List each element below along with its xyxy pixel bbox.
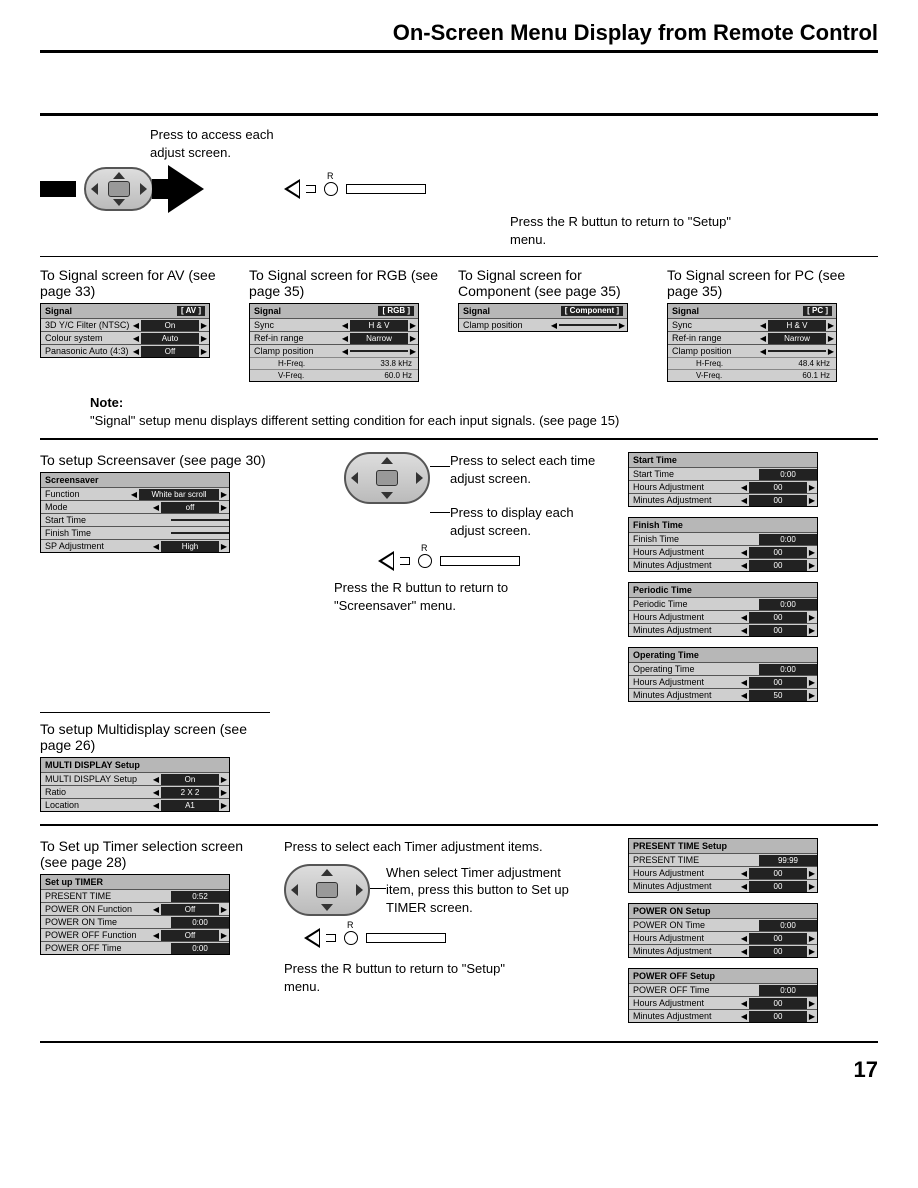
caption-r-return-screensaver: Press the R buttun to return to "Screens… (334, 579, 564, 614)
label-timer: To Set up Timer selection screen (see pa… (40, 838, 270, 870)
page-number: 17 (40, 1057, 878, 1083)
caption-press-select-timer: Press to select each Timer adjustment it… (284, 838, 614, 856)
arrow-left-icon (284, 179, 300, 199)
osd-setup-timer: Set up TIMER PRESENT TIME0:52 POWER ON F… (40, 874, 230, 955)
note-label: Note: (90, 395, 123, 410)
label-screensaver: To setup Screensaver (see page 30) (40, 452, 270, 468)
r-button-row (284, 179, 426, 199)
arrow-right-icon (168, 165, 204, 213)
osd-screensaver: Screensaver Function◀White bar scroll▶ M… (40, 472, 230, 553)
r-button-icon (324, 182, 338, 196)
label-signal-av: To Signal screen for AV (see page 33) (40, 267, 235, 299)
remote-pad-icon (84, 167, 154, 211)
osd-present-time-setup: PRESENT TIME Setup PRESENT TIME99:99 Hou… (628, 838, 818, 893)
r-button-row (304, 928, 614, 948)
r-button-icon (418, 554, 432, 568)
remote-pad-icon (284, 864, 370, 916)
osd-signal-pc: Signal[ PC ] Sync◀H & V▶ Ref-in range◀Na… (667, 303, 837, 382)
osd-periodic-time: Periodic Time Periodic Time0:00 Hours Ad… (628, 582, 818, 637)
label-signal-component: To Signal screen for Component (see page… (458, 267, 653, 299)
caption-press-display: Press to display each adjust screen. (450, 504, 610, 539)
osd-finish-time: Finish Time Finish Time0:00 Hours Adjust… (628, 517, 818, 572)
osd-signal-component: Signal[ Component ] Clamp position◀▶ (458, 303, 628, 332)
caption-press-select-time: Press to select each time adjust screen. (450, 452, 600, 487)
osd-multidisplay: MULTI DISPLAY Setup MULTI DISPLAY Setup◀… (40, 757, 230, 812)
r-button-icon (344, 931, 358, 945)
caption-when-select-timer: When select Timer adjustment item, press… (386, 864, 586, 917)
osd-signal-av: Signal[ AV ] 3D Y/C Filter (NTSC)◀On▶ Co… (40, 303, 210, 358)
osd-operating-time: Operating Time Operating Time0:00 Hours … (628, 647, 818, 702)
label-signal-pc: To Signal screen for PC (see page 35) (667, 267, 862, 299)
note-text: "Signal" setup menu displays different s… (90, 413, 619, 428)
r-button-row (378, 551, 520, 571)
label-multidisplay: To setup Multidisplay screen (see page 2… (40, 721, 270, 753)
arrow-left-icon (378, 551, 394, 571)
osd-power-on-setup: POWER ON Setup POWER ON Time0:00 Hours A… (628, 903, 818, 958)
remote-pad-icon (344, 452, 430, 504)
arrow-left-icon (304, 928, 320, 948)
caption-press-access: Press to access each adjust screen. (150, 126, 280, 161)
osd-start-time: Start Time Start Time0:00 Hours Adjustme… (628, 452, 818, 507)
caption-r-return-setup: Press the R buttun to return to "Setup" … (510, 213, 770, 248)
caption-r-return-setup-2: Press the R buttun to return to "Setup" … (284, 960, 514, 995)
page-title: On-Screen Menu Display from Remote Contr… (40, 20, 878, 53)
label-signal-rgb: To Signal screen for RGB (see page 35) (249, 267, 444, 299)
osd-signal-rgb: Signal[ RGB ] Sync◀H & V▶ Ref-in range◀N… (249, 303, 419, 382)
osd-power-off-setup: POWER OFF Setup POWER OFF Time0:00 Hours… (628, 968, 818, 1023)
